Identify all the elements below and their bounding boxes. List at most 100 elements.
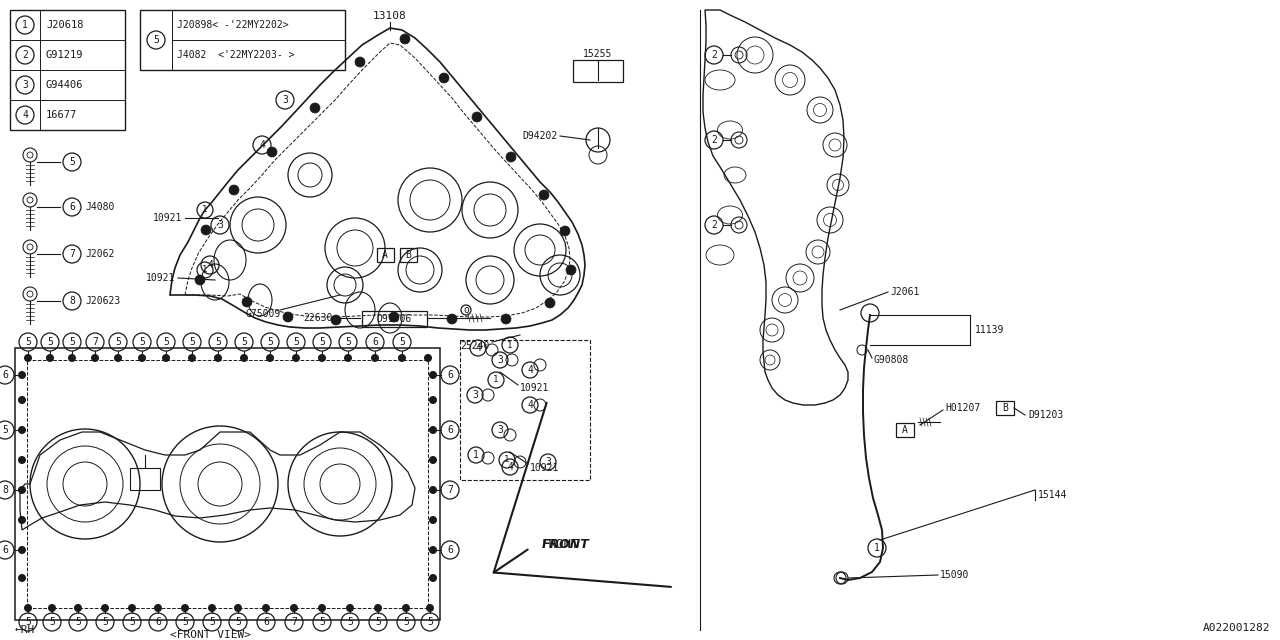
Text: 5: 5 bbox=[347, 617, 353, 627]
Circle shape bbox=[291, 604, 298, 612]
Circle shape bbox=[426, 604, 434, 612]
Text: 5: 5 bbox=[215, 337, 221, 347]
Text: 5: 5 bbox=[346, 337, 351, 347]
Bar bbox=[376, 248, 393, 262]
Circle shape bbox=[18, 456, 26, 464]
Text: 15144: 15144 bbox=[1038, 490, 1068, 500]
Text: J2061: J2061 bbox=[890, 287, 919, 297]
Text: 22630: 22630 bbox=[303, 313, 333, 323]
Circle shape bbox=[234, 604, 242, 612]
Text: 4: 4 bbox=[475, 343, 481, 353]
Text: J20623: J20623 bbox=[84, 296, 120, 306]
Circle shape bbox=[24, 354, 32, 362]
Text: 5: 5 bbox=[428, 617, 433, 627]
Text: 5: 5 bbox=[209, 617, 215, 627]
Text: 5: 5 bbox=[293, 337, 300, 347]
Text: 4: 4 bbox=[527, 365, 532, 375]
Text: 5: 5 bbox=[163, 337, 169, 347]
Text: G94406: G94406 bbox=[46, 80, 83, 90]
Text: B: B bbox=[404, 250, 411, 260]
Circle shape bbox=[101, 604, 109, 612]
Circle shape bbox=[229, 185, 239, 195]
Text: 5: 5 bbox=[375, 617, 381, 627]
Text: 10921: 10921 bbox=[530, 463, 559, 473]
Text: 1: 1 bbox=[507, 340, 513, 349]
Text: J20618: J20618 bbox=[46, 20, 83, 30]
Text: 6: 6 bbox=[447, 545, 453, 555]
Circle shape bbox=[566, 265, 576, 275]
Text: 5: 5 bbox=[189, 337, 195, 347]
Circle shape bbox=[46, 354, 54, 362]
Text: 3: 3 bbox=[218, 220, 223, 230]
Circle shape bbox=[154, 604, 163, 612]
Text: G75009: G75009 bbox=[246, 309, 282, 319]
Text: 4: 4 bbox=[507, 462, 513, 472]
Text: 10921: 10921 bbox=[520, 383, 549, 393]
Text: 3: 3 bbox=[282, 95, 288, 105]
Text: 6: 6 bbox=[447, 425, 453, 435]
Circle shape bbox=[317, 354, 326, 362]
Circle shape bbox=[439, 73, 449, 83]
Text: 4: 4 bbox=[207, 260, 212, 270]
Text: 5: 5 bbox=[319, 337, 325, 347]
Text: 15255: 15255 bbox=[584, 49, 613, 59]
Circle shape bbox=[242, 297, 252, 307]
Text: 5: 5 bbox=[69, 337, 76, 347]
Circle shape bbox=[24, 604, 32, 612]
Text: 5: 5 bbox=[49, 617, 55, 627]
Text: 5: 5 bbox=[3, 425, 8, 435]
Text: 4: 4 bbox=[22, 110, 28, 120]
Text: D91203: D91203 bbox=[1028, 410, 1064, 420]
Circle shape bbox=[18, 516, 26, 524]
Text: D91006: D91006 bbox=[376, 314, 412, 324]
Circle shape bbox=[429, 574, 436, 582]
Circle shape bbox=[389, 312, 399, 322]
Text: 3: 3 bbox=[497, 355, 503, 365]
Text: 7: 7 bbox=[92, 337, 99, 347]
Text: 6: 6 bbox=[264, 617, 269, 627]
Text: ο: ο bbox=[463, 305, 468, 315]
Text: 5: 5 bbox=[182, 617, 188, 627]
Text: 11139: 11139 bbox=[975, 325, 1005, 335]
Bar bbox=[140, 10, 346, 70]
Text: 3: 3 bbox=[22, 80, 28, 90]
Text: 5: 5 bbox=[241, 337, 247, 347]
Text: D94202: D94202 bbox=[522, 131, 558, 141]
Text: 5: 5 bbox=[47, 337, 52, 347]
Circle shape bbox=[262, 604, 270, 612]
Circle shape bbox=[346, 604, 355, 612]
Text: 8: 8 bbox=[69, 296, 76, 306]
Text: G91219: G91219 bbox=[46, 50, 83, 60]
Circle shape bbox=[91, 354, 99, 362]
Circle shape bbox=[138, 354, 146, 362]
Text: 2: 2 bbox=[712, 220, 717, 230]
Text: 5: 5 bbox=[26, 337, 31, 347]
Text: 5: 5 bbox=[115, 337, 120, 347]
Text: 1: 1 bbox=[202, 205, 207, 214]
Text: FRONT: FRONT bbox=[541, 538, 590, 552]
Circle shape bbox=[283, 312, 293, 322]
Circle shape bbox=[500, 314, 511, 324]
Circle shape bbox=[374, 604, 381, 612]
Text: 8: 8 bbox=[3, 485, 8, 495]
Text: 15090: 15090 bbox=[940, 570, 969, 580]
Circle shape bbox=[18, 546, 26, 554]
Text: 2: 2 bbox=[22, 50, 28, 60]
Text: 6: 6 bbox=[372, 337, 378, 347]
Bar bbox=[131, 468, 160, 490]
Text: 5: 5 bbox=[154, 35, 159, 45]
Text: 1: 1 bbox=[22, 20, 28, 30]
Text: A022001282: A022001282 bbox=[1202, 623, 1270, 633]
Text: 10921: 10921 bbox=[152, 213, 182, 223]
Circle shape bbox=[180, 604, 189, 612]
Text: 4: 4 bbox=[259, 140, 265, 150]
Circle shape bbox=[163, 354, 170, 362]
Text: 1: 1 bbox=[874, 543, 879, 553]
Circle shape bbox=[207, 604, 216, 612]
Text: 2: 2 bbox=[712, 50, 717, 60]
Text: A: A bbox=[381, 250, 388, 260]
Circle shape bbox=[332, 315, 340, 325]
Text: 5: 5 bbox=[399, 337, 404, 347]
Text: 6: 6 bbox=[447, 370, 453, 380]
Circle shape bbox=[561, 226, 570, 236]
